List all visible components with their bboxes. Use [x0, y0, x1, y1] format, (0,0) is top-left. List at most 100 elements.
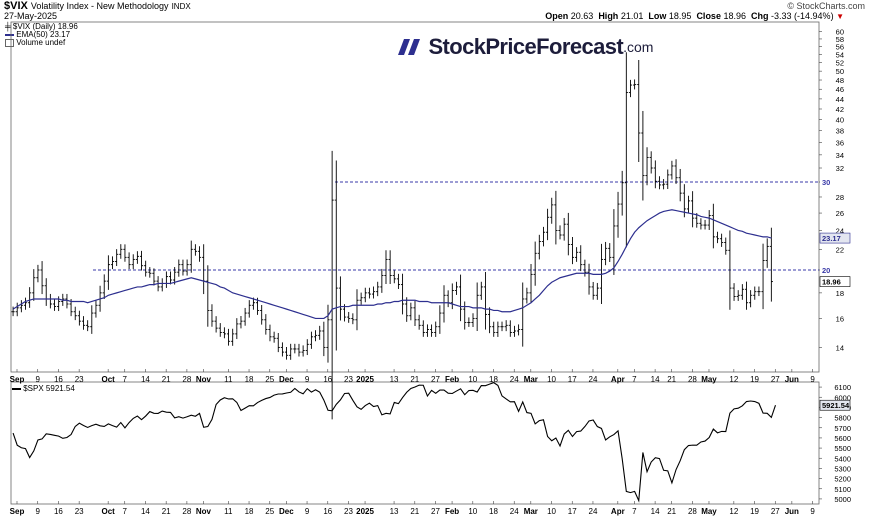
spx-x-tick-label: 7 [123, 507, 128, 516]
spx-x-tick-label: 7 [632, 507, 637, 516]
vix-x-tick-label: Mar [524, 375, 538, 384]
ohlc-bar [119, 244, 123, 259]
vix-x-tick-label: 16 [54, 375, 63, 384]
ohlc-bar [28, 287, 32, 308]
ohlc-bar [749, 290, 753, 308]
ohlc-bar [318, 325, 322, 340]
ohlc-bar [662, 179, 666, 190]
vix-x-tick-label: Dec [279, 375, 294, 384]
ohlc-bar [148, 267, 152, 278]
ohlc-bar [168, 271, 173, 285]
ohlc-bar [222, 327, 226, 339]
vix-x-tick-label: 10 [468, 375, 477, 384]
ohlc-bar [40, 261, 44, 295]
ohlc-bar [438, 305, 442, 334]
volume-swatch-icon [5, 38, 14, 47]
spx-x-tick-label: 18 [245, 507, 254, 516]
spx-x-tick-label: 18 [489, 507, 498, 516]
ohlc-bar [367, 287, 372, 299]
ohlc-bar [769, 227, 773, 302]
spx-x-tick-label: 24 [510, 507, 519, 516]
vix-x-tick-label: Oct [101, 375, 115, 384]
ohlc-bar [409, 302, 413, 321]
index-name: Volatility Index - New Methodology [30, 1, 169, 11]
ema-value-badge-box [819, 232, 851, 244]
ohlc-bar [305, 339, 309, 356]
vix-y-tick-label: 16 [836, 314, 844, 323]
ohlc-bar [413, 300, 417, 327]
ohlc-bar [446, 290, 450, 308]
ohlc-bar [653, 160, 657, 189]
vix-x-tick-label: 28 [182, 375, 191, 384]
ohlc-bar [554, 190, 558, 245]
ema-50-line [12, 209, 772, 320]
spx-last-badge-box [819, 399, 851, 411]
spx-y-tick-label: 5300 [834, 464, 851, 473]
level-20-badge-box [820, 265, 850, 276]
spx-x-tick-label: 14 [141, 507, 150, 516]
spx-x-tick-label: 11 [224, 507, 233, 516]
ohlc-bar [115, 249, 119, 267]
ohlc-bar [347, 311, 351, 323]
ohlc-bar [753, 286, 757, 300]
vix-y-tick-label: 42 [836, 105, 844, 114]
ohlc-bar [396, 273, 401, 289]
exchange-label: INDX [171, 2, 191, 11]
spx-x-tick-label: 13 [390, 507, 399, 516]
vix-x-tick-label: 14 [651, 375, 660, 384]
spx-x-tick-label: 23 [75, 507, 84, 516]
vix-y-tick-label: 34 [836, 151, 844, 160]
ticker-symbol: $VIX [4, 0, 28, 12]
ohlc-bar [110, 256, 115, 270]
ohlc-bar [23, 297, 28, 310]
vix-x-tick-label: 7 [123, 375, 128, 384]
ohlc-bar [475, 282, 479, 331]
vix-x-tick-label: 21 [162, 375, 171, 384]
ohlc-bar [392, 270, 396, 284]
spx-x-tick-label: 16 [323, 507, 332, 516]
ohlc-bar [450, 283, 454, 310]
ohlc-bar [442, 285, 446, 323]
ohlc-bar [301, 345, 305, 357]
spx-x-tick-label: 28 [688, 507, 697, 516]
vix-last-badge: 18.96 [822, 278, 841, 287]
ohlc-bar [32, 269, 36, 301]
ohlc-bar [135, 251, 139, 264]
ohlc-bar [570, 237, 575, 265]
ohlc-bar [371, 286, 376, 299]
ohlc-bar [52, 298, 57, 311]
vix-x-tick-label: 10 [547, 375, 556, 384]
legend-volume: Volume undef [5, 38, 65, 47]
spx-x-tick-label: 19 [750, 507, 759, 516]
ohlc-bar [384, 250, 388, 285]
ohlc-bar [492, 321, 496, 337]
ohlc-bar [429, 324, 434, 337]
ohlc-bar [405, 297, 409, 322]
ohlc-bar [160, 278, 164, 292]
ohlc-bar [649, 151, 653, 174]
ohlc-bar [616, 191, 620, 238]
ohlc-bar [193, 244, 197, 256]
vix-x-tick-label: 24 [510, 375, 519, 384]
vix-x-tick-label: 9 [305, 375, 310, 384]
ohlc-bar [591, 281, 595, 300]
vix-x-tick-label: 18 [489, 375, 498, 384]
ohlc-bar [355, 289, 359, 331]
ohlc-bar [164, 271, 168, 288]
ohlc-bar [181, 259, 185, 276]
ohlc-bar [657, 176, 662, 190]
ohlc-bar [276, 333, 280, 353]
vix-x-tick-label: 28 [688, 375, 697, 384]
spx-x-tick-label: Feb [445, 507, 459, 516]
ohlc-bar [106, 255, 110, 290]
ohlc-bar [587, 263, 591, 295]
spx-x-tick-label: 10 [468, 507, 477, 516]
spx-y-tick-label: 5700 [834, 424, 851, 433]
ohlc-bar [86, 320, 90, 332]
vix-y-tick-label: 60 [836, 28, 844, 37]
ohlc-bar [521, 282, 525, 347]
ohlc-bar [152, 268, 156, 286]
ohlc-bar [359, 292, 363, 305]
vix-x-tick-label: 7 [632, 375, 637, 384]
ohlc-bar [15, 302, 19, 317]
